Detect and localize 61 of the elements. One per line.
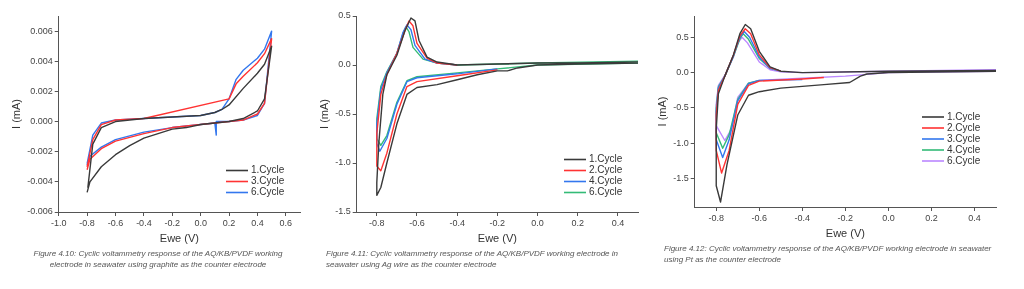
x-tick-label: 0.2 (925, 212, 938, 223)
x-tick-label: 0.2 (222, 217, 236, 228)
y-tick-label: 0.002 (30, 85, 53, 96)
legend-label: 1.Cycle (251, 164, 285, 176)
y-tick-label: -0.002 (27, 146, 53, 157)
legend-label: 1.Cycle (589, 153, 623, 165)
legend-label: 2.Cycle (589, 164, 623, 176)
legend-label: 4.Cycle (589, 175, 623, 187)
legend-label: 6.Cycle (947, 154, 981, 166)
legend-label: 2.Cycle (947, 121, 981, 133)
y-tick-label: 0.004 (30, 55, 53, 66)
caption: Figure 4.10: Cyclic voltammetry response of the AQ/KB/PVDF working electrode in seawater using graphite as the counter electrode (32, 248, 284, 270)
y-tick-label: -1.0 (673, 137, 689, 148)
y-tick-label: -1.0 (335, 157, 351, 168)
x-tick-label: -0.2 (837, 212, 854, 223)
legend-label: 3.Cycle (251, 175, 285, 187)
x-axis-title: Ewe (V) (825, 227, 865, 240)
x-tick-label: 0.0 (882, 212, 895, 223)
x-tick-label: 0.4 (968, 212, 981, 223)
x-tick-label: -0.2 (164, 217, 181, 228)
x-tick-label: -0.4 (449, 217, 465, 228)
y-tick-label: 0.000 (30, 116, 53, 127)
caption: Figure 4.12: Cyclic voltammetry response of the AQ/KB/PVDF working electrode in seawater using Pt as the counter electrode (664, 243, 993, 265)
y-axis-title: I (mA) (655, 96, 668, 127)
y-tick-label: -0.004 (27, 176, 53, 187)
caption: Figure 4.11: Cyclic voltammetry response of the AQ/KB/PVDF working electrode in seawater using Ag wire as the counter electrode (326, 248, 619, 270)
y-tick-label: -1.5 (335, 206, 351, 217)
y-tick-label: -0.5 (335, 108, 351, 119)
x-tick-label: -0.2 (489, 217, 506, 228)
x-tick-label: 0.0 (531, 217, 544, 228)
x-axis-title: Ewe (V) (159, 232, 199, 245)
x-tick-label: -0.8 (79, 217, 95, 228)
x-tick-label: -0.6 (107, 217, 124, 228)
y-axis-title: I (mA) (9, 99, 22, 129)
x-tick-label: 0.0 (194, 217, 207, 228)
y-tick-label: 0.5 (338, 10, 351, 21)
x-tick-label: -0.8 (369, 217, 385, 228)
y-tick-label: -0.5 (673, 102, 689, 113)
x-tick-label: -0.4 (794, 212, 811, 223)
y-tick-label: -1.5 (673, 173, 689, 184)
x-tick-label: 0.6 (279, 217, 293, 228)
legend-label: 6.Cycle (589, 186, 623, 198)
y-tick-label: 0.5 (676, 31, 689, 42)
x-tick-label: -0.6 (751, 212, 768, 223)
legend-label: 6.Cycle (251, 186, 285, 198)
x-tick-label: -0.6 (409, 217, 425, 228)
legend-label: 4.Cycle (947, 143, 981, 155)
x-tick-label: -1.0 (50, 217, 67, 228)
x-tick-label: -0.4 (136, 217, 152, 228)
y-tick-label: -0.006 (27, 206, 53, 217)
y-axis-title: I (mA) (317, 99, 330, 129)
y-tick-label: 0.0 (338, 59, 351, 70)
legend-label: 1.Cycle (947, 110, 981, 122)
x-axis-title: Ewe (V) (477, 232, 517, 245)
x-tick-label: 0.4 (251, 217, 264, 228)
x-tick-label: 0.2 (571, 217, 584, 228)
y-tick-label: 0.0 (676, 67, 689, 78)
y-tick-label: 0.006 (30, 25, 53, 36)
x-tick-label: 0.4 (611, 217, 625, 228)
x-tick-label: -0.8 (708, 212, 724, 223)
legend-label: 3.Cycle (947, 132, 981, 144)
